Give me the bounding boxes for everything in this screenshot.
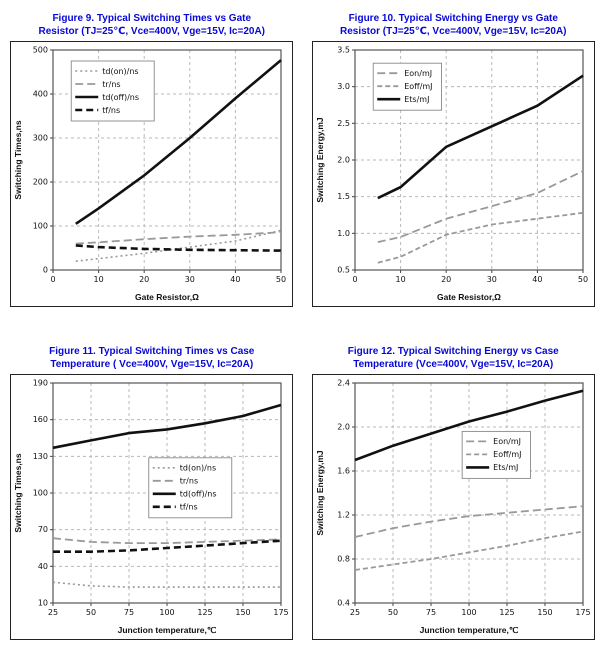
figure9-panel: Figure 9. Typical Switching Times vs Gat… bbox=[8, 12, 296, 307]
svg-text:30: 30 bbox=[185, 275, 195, 284]
fig12-plot: 25 50 75 100 125 150 175 0.4 0.8 1.2 1.6 2.0 2.4 Junc… bbox=[315, 379, 591, 636]
svg-text:Switching Times,ns: Switching Times,ns bbox=[13, 453, 23, 532]
svg-text:Eoff/mJ: Eoff/mJ bbox=[493, 450, 521, 459]
svg-text:100: 100 bbox=[33, 489, 48, 498]
figure11-chart: 25 50 75 100 125 150 175 10 40 70 100 130 160 190 Junc… bbox=[10, 374, 294, 640]
figure-title-line: Resistor (TJ=25℃, Vce=400V, Vge=15V, Ic=… bbox=[38, 26, 265, 37]
svg-text:0: 0 bbox=[43, 266, 48, 275]
svg-text:Gate Resistor,Ω: Gate Resistor,Ω bbox=[437, 292, 501, 302]
svg-text:1.6: 1.6 bbox=[337, 467, 350, 476]
svg-text:Ets/mJ: Ets/mJ bbox=[404, 95, 429, 104]
svg-text:3.0: 3.0 bbox=[337, 82, 350, 91]
svg-text:Eoff/mJ: Eoff/mJ bbox=[404, 82, 432, 91]
svg-text:25: 25 bbox=[350, 608, 360, 617]
figure12-chart: 25 50 75 100 125 150 175 0.4 0.8 1.2 1.6 2.0 2.4 Junc… bbox=[311, 374, 595, 640]
svg-text:75: 75 bbox=[426, 608, 436, 617]
svg-text:0: 0 bbox=[352, 275, 357, 284]
figure-title-line: Temperature (Vce=400V, Vge=15V, Ic=20A) bbox=[353, 359, 554, 370]
svg-text:1.0: 1.0 bbox=[337, 229, 350, 238]
svg-text:160: 160 bbox=[33, 415, 48, 424]
svg-text:Gate Resistor,Ω: Gate Resistor,Ω bbox=[135, 292, 199, 302]
svg-text:40: 40 bbox=[38, 562, 48, 571]
svg-text:75: 75 bbox=[124, 608, 134, 617]
svg-text:Switching Energy,mJ: Switching Energy,mJ bbox=[315, 117, 325, 203]
figure10-panel: Figure 10. Typical Switching Energy vs G… bbox=[310, 12, 598, 307]
svg-text:150: 150 bbox=[537, 608, 552, 617]
svg-text:td(off)/ns: td(off)/ns bbox=[180, 490, 217, 499]
svg-text:10: 10 bbox=[395, 275, 405, 284]
svg-text:500: 500 bbox=[33, 46, 48, 55]
figure-title-line: Figure 9. Typical Switching Times vs Gat… bbox=[52, 13, 252, 24]
figure11-title: Figure 11. Typical Switching Times vs Ca… bbox=[8, 345, 296, 371]
svg-text:td(off)/ns: td(off)/ns bbox=[102, 93, 139, 102]
svg-text:0: 0 bbox=[51, 275, 56, 284]
svg-text:30: 30 bbox=[486, 275, 496, 284]
svg-text:10: 10 bbox=[38, 599, 48, 608]
figure10-chart: 0 10 20 30 40 50 0.5 1.0 1.5 2.0 2.5 3.0 3.5 Gate Res… bbox=[311, 41, 595, 307]
svg-text:100: 100 bbox=[160, 608, 175, 617]
figure-title-line: Figure 11. Typical Switching Times vs Ca… bbox=[49, 346, 255, 357]
svg-text:100: 100 bbox=[33, 222, 48, 231]
figure9-title: Figure 9. Typical Switching Times vs Gat… bbox=[8, 12, 296, 38]
datasheet-figures-page: Figure 9. Typical Switching Times vs Gat… bbox=[8, 12, 598, 640]
svg-text:3.5: 3.5 bbox=[337, 46, 350, 55]
svg-text:tf/ns: tf/ns bbox=[102, 106, 120, 115]
svg-text:tf/ns: tf/ns bbox=[180, 503, 198, 512]
figure-title-line: Resistor (TJ=25℃, Vce=400V, Vge=15V, Ic=… bbox=[339, 26, 567, 37]
figure9-chart: 0 10 20 30 40 50 0 100 200 300 400 500 Gate Resistor… bbox=[10, 41, 294, 307]
svg-text:25: 25 bbox=[48, 608, 58, 617]
svg-text:125: 125 bbox=[499, 608, 514, 617]
svg-text:Junction temperature,℃: Junction temperature,℃ bbox=[118, 625, 217, 635]
svg-text:2.0: 2.0 bbox=[337, 156, 350, 165]
svg-text:Junction temperature,℃: Junction temperature,℃ bbox=[419, 625, 518, 635]
svg-text:0.5: 0.5 bbox=[337, 266, 350, 275]
svg-text:300: 300 bbox=[33, 134, 48, 143]
svg-text:td(on)/ns: td(on)/ns bbox=[102, 67, 138, 76]
svg-text:2.5: 2.5 bbox=[337, 119, 350, 128]
svg-text:50: 50 bbox=[86, 608, 96, 617]
figure10-title: Figure 10. Typical Switching Energy vs G… bbox=[310, 12, 598, 38]
figure12-panel: Figure 12. Typical Switching Energy vs C… bbox=[310, 345, 598, 640]
svg-text:tr/ns: tr/ns bbox=[180, 477, 198, 486]
svg-text:Switching Energy,mJ: Switching Energy,mJ bbox=[315, 450, 325, 536]
svg-text:50: 50 bbox=[276, 275, 286, 284]
svg-text:150: 150 bbox=[236, 608, 251, 617]
svg-text:125: 125 bbox=[198, 608, 213, 617]
svg-text:175: 175 bbox=[274, 608, 289, 617]
svg-text:2.4: 2.4 bbox=[337, 379, 350, 388]
svg-text:10: 10 bbox=[94, 275, 104, 284]
svg-text:1.5: 1.5 bbox=[337, 192, 350, 201]
fig11-plot: 25 50 75 100 125 150 175 10 40 70 100 130 160 190 Junc… bbox=[13, 379, 289, 636]
svg-text:1.2: 1.2 bbox=[337, 511, 350, 520]
svg-text:20: 20 bbox=[139, 275, 149, 284]
svg-text:Eon/mJ: Eon/mJ bbox=[493, 437, 521, 446]
svg-text:Switching Times,ns: Switching Times,ns bbox=[13, 120, 23, 199]
svg-text:50: 50 bbox=[388, 608, 398, 617]
svg-text:Ets/mJ: Ets/mJ bbox=[493, 463, 518, 472]
svg-text:70: 70 bbox=[38, 525, 48, 534]
svg-text:100: 100 bbox=[461, 608, 476, 617]
figure-title-line: Figure 12. Typical Switching Energy vs C… bbox=[347, 346, 559, 357]
svg-text:130: 130 bbox=[33, 452, 48, 461]
figure11-panel: Figure 11. Typical Switching Times vs Ca… bbox=[8, 345, 296, 640]
svg-text:200: 200 bbox=[33, 178, 48, 187]
svg-text:175: 175 bbox=[575, 608, 590, 617]
svg-text:tr/ns: tr/ns bbox=[102, 80, 120, 89]
fig10-plot: 0 10 20 30 40 50 0.5 1.0 1.5 2.0 2.5 3.0 3.5 Gate Res… bbox=[315, 46, 588, 303]
svg-text:40: 40 bbox=[231, 275, 241, 284]
svg-text:40: 40 bbox=[532, 275, 542, 284]
svg-text:400: 400 bbox=[33, 90, 48, 99]
figure-title-line: Figure 10. Typical Switching Energy vs G… bbox=[348, 13, 558, 24]
svg-text:190: 190 bbox=[33, 379, 48, 388]
svg-text:Eon/mJ: Eon/mJ bbox=[404, 69, 432, 78]
svg-text:20: 20 bbox=[441, 275, 451, 284]
svg-text:50: 50 bbox=[578, 275, 588, 284]
svg-text:td(on)/ns: td(on)/ns bbox=[180, 464, 216, 473]
svg-text:2.0: 2.0 bbox=[337, 423, 350, 432]
figure-title-line: Temperature ( Vce=400V, Vge=15V, Ic=20A) bbox=[50, 359, 254, 370]
svg-text:0.4: 0.4 bbox=[337, 599, 350, 608]
figure12-title: Figure 12. Typical Switching Energy vs C… bbox=[310, 345, 598, 371]
svg-text:0.8: 0.8 bbox=[337, 555, 350, 564]
